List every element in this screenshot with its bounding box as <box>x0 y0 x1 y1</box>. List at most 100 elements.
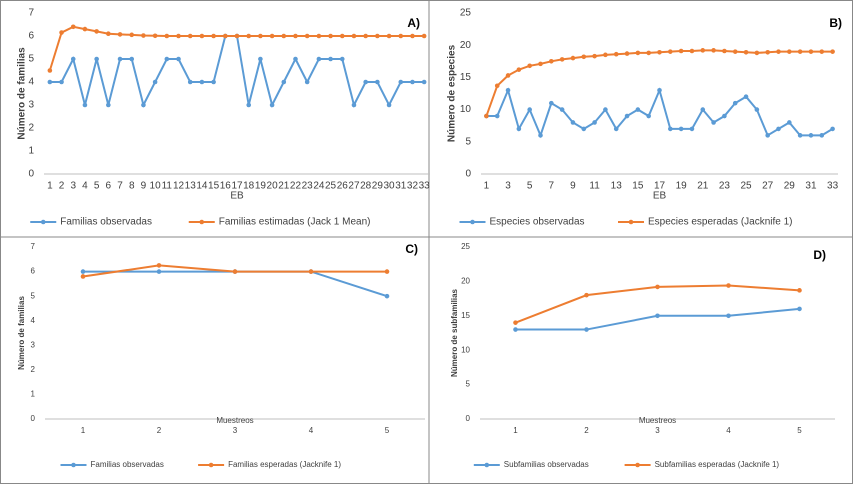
x-tick-label: 14 <box>196 181 208 192</box>
legend-marker <box>208 462 214 468</box>
x-tick-label: 2 <box>157 426 162 435</box>
x-tick-label: 3 <box>233 426 238 435</box>
marker <box>164 56 170 62</box>
marker <box>603 52 608 58</box>
marker <box>398 33 404 39</box>
marker <box>47 68 53 73</box>
marker <box>308 269 314 274</box>
marker <box>47 79 53 85</box>
marker <box>199 33 205 39</box>
marker <box>484 113 489 119</box>
marker <box>722 113 727 119</box>
marker <box>527 63 532 69</box>
x-tick-label: 33 <box>827 181 839 192</box>
marker <box>293 33 298 39</box>
x-tick-label: 23 <box>719 181 731 192</box>
marker <box>787 120 792 125</box>
x-tick-label: 6 <box>106 181 112 192</box>
legend-marker <box>199 219 205 225</box>
marker <box>516 126 522 132</box>
marker <box>505 73 511 78</box>
marker <box>513 327 518 332</box>
y-tick-label: 7 <box>28 8 34 19</box>
x-tick-label: 2 <box>59 181 65 192</box>
marker <box>246 33 251 39</box>
marker <box>635 107 641 112</box>
marker <box>494 83 500 89</box>
marker <box>549 59 554 64</box>
x-tick-label: 4 <box>726 426 731 435</box>
marker <box>339 56 345 62</box>
y-tick-label: 5 <box>466 380 471 389</box>
legend-marker <box>470 219 475 225</box>
marker <box>211 33 216 39</box>
x-tick-label: 4 <box>82 181 88 192</box>
x-tick-label: 32 <box>407 181 419 192</box>
marker <box>269 102 275 108</box>
marker <box>603 107 608 112</box>
marker <box>94 56 99 62</box>
marker <box>117 56 123 62</box>
marker <box>787 49 792 54</box>
marker <box>711 48 716 53</box>
y-tick-label: 4 <box>28 77 34 88</box>
marker <box>176 56 181 62</box>
y-tick-label: 3 <box>31 340 36 349</box>
x-tick-label: 31 <box>805 181 817 192</box>
marker <box>819 49 825 54</box>
marker <box>494 113 500 119</box>
y-axis-title: Número de familias <box>17 296 26 370</box>
marker <box>668 49 673 54</box>
x-tick-label: 22 <box>290 181 302 192</box>
marker <box>421 33 427 39</box>
marker <box>258 56 263 62</box>
marker <box>258 33 263 39</box>
marker <box>655 313 660 319</box>
marker <box>808 49 814 54</box>
marker <box>797 288 802 293</box>
marker <box>732 100 738 106</box>
marker <box>80 269 86 274</box>
marker <box>754 50 760 56</box>
legend-label: Especies esperadas (Jacknife 1) <box>648 217 793 228</box>
x-tick-label: 1 <box>81 426 86 435</box>
y-tick-label: 0 <box>465 169 471 180</box>
y-axis-title: Número de especies <box>447 44 458 142</box>
marker <box>176 33 181 39</box>
y-tick-label: 25 <box>461 242 470 251</box>
marker <box>765 133 770 138</box>
marker <box>106 102 111 108</box>
marker <box>538 61 543 67</box>
x-tick-label: 5 <box>527 181 533 192</box>
marker <box>513 320 518 325</box>
marker <box>386 33 392 39</box>
marker <box>304 79 310 85</box>
x-tick-label: 30 <box>383 181 395 192</box>
marker <box>657 49 662 55</box>
marker <box>211 79 216 85</box>
y-tick-label: 7 <box>31 242 36 251</box>
marker <box>570 120 576 125</box>
marker <box>269 33 275 39</box>
marker <box>797 133 803 138</box>
legend-label: Familias observadas <box>91 460 164 469</box>
marker <box>657 87 662 93</box>
x-tick-label: 2 <box>584 426 589 435</box>
marker <box>156 269 162 274</box>
marker <box>141 33 146 38</box>
marker <box>70 56 76 62</box>
marker <box>141 102 146 108</box>
marker <box>776 126 781 132</box>
x-tick-label: 29 <box>784 181 796 192</box>
legend-label: Especies observadas <box>490 217 585 228</box>
legend-label: Familias observadas <box>60 217 152 228</box>
x-tick-label: 19 <box>255 181 267 192</box>
marker <box>223 33 228 39</box>
x-tick-label: 7 <box>549 181 555 192</box>
panel-label: D) <box>813 248 826 262</box>
marker <box>80 274 86 279</box>
y-axis-title: Número de subfamilias <box>450 288 459 377</box>
marker <box>156 263 162 268</box>
